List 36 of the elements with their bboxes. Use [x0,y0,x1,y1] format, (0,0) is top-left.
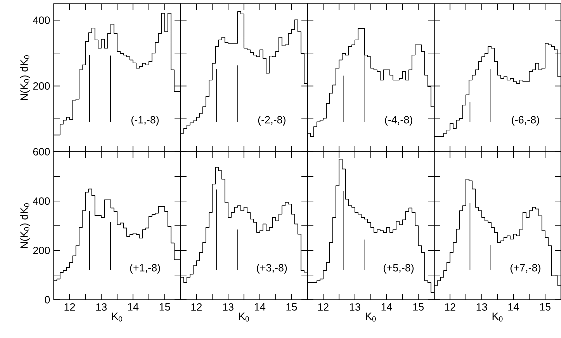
y-tick-label: 600 [33,148,50,156]
x-tick-label: 13 [476,304,488,311]
x-tick-label: 13 [350,304,361,311]
y-axis-title: N(K$_{0}$) dK$_{0}$ [20,56,30,100]
annotation: (+5,-8) [384,264,414,274]
x-tick-label: 14 [128,304,139,311]
x-tick-label: 13 [96,304,107,311]
x-tick-label: 14 [508,304,520,311]
y-axis-title: N(K$_{0}$) dK$_{0}$ [20,204,30,248]
y-tick-label: 200 [33,246,50,254]
x-tick-label: 14 [255,304,266,311]
x-axis-title: K$_{0}$ [492,312,503,322]
x-axis-title: K$_{0}$ [239,312,250,322]
x-tick-label: 13 [223,304,234,311]
x-tick-label: 12 [318,304,329,311]
y-tick-label: 0 [45,296,50,304]
x-axis-title: K$_{0}$ [366,312,376,322]
y-tick-label: 400 [33,198,50,206]
x-tick-label: 15 [160,304,170,311]
x-tick-label: 15 [414,304,424,311]
x-tick-label: 12 [445,304,456,311]
y-tick-label: 400 [33,16,50,24]
annotation: (+3,-8) [257,264,288,274]
annotation: (-4,-8) [385,116,413,126]
x-tick-label: 15 [286,304,298,311]
x-axis-title: K$_{0}$ [112,312,122,322]
x-tick-label: 15 [540,304,551,311]
annotation: (+7,-8) [510,264,541,274]
annotation: (+1,-8) [130,264,160,274]
annotation: (-6,-8) [512,116,540,126]
annotation: (-1,-8) [132,116,159,126]
x-tick-label: 14 [382,304,392,311]
x-tick-label: 12 [64,304,76,311]
y-tick-label: 200 [33,82,50,90]
x-tick-label: 12 [192,304,202,311]
annotation: (-2,-8) [258,116,286,126]
